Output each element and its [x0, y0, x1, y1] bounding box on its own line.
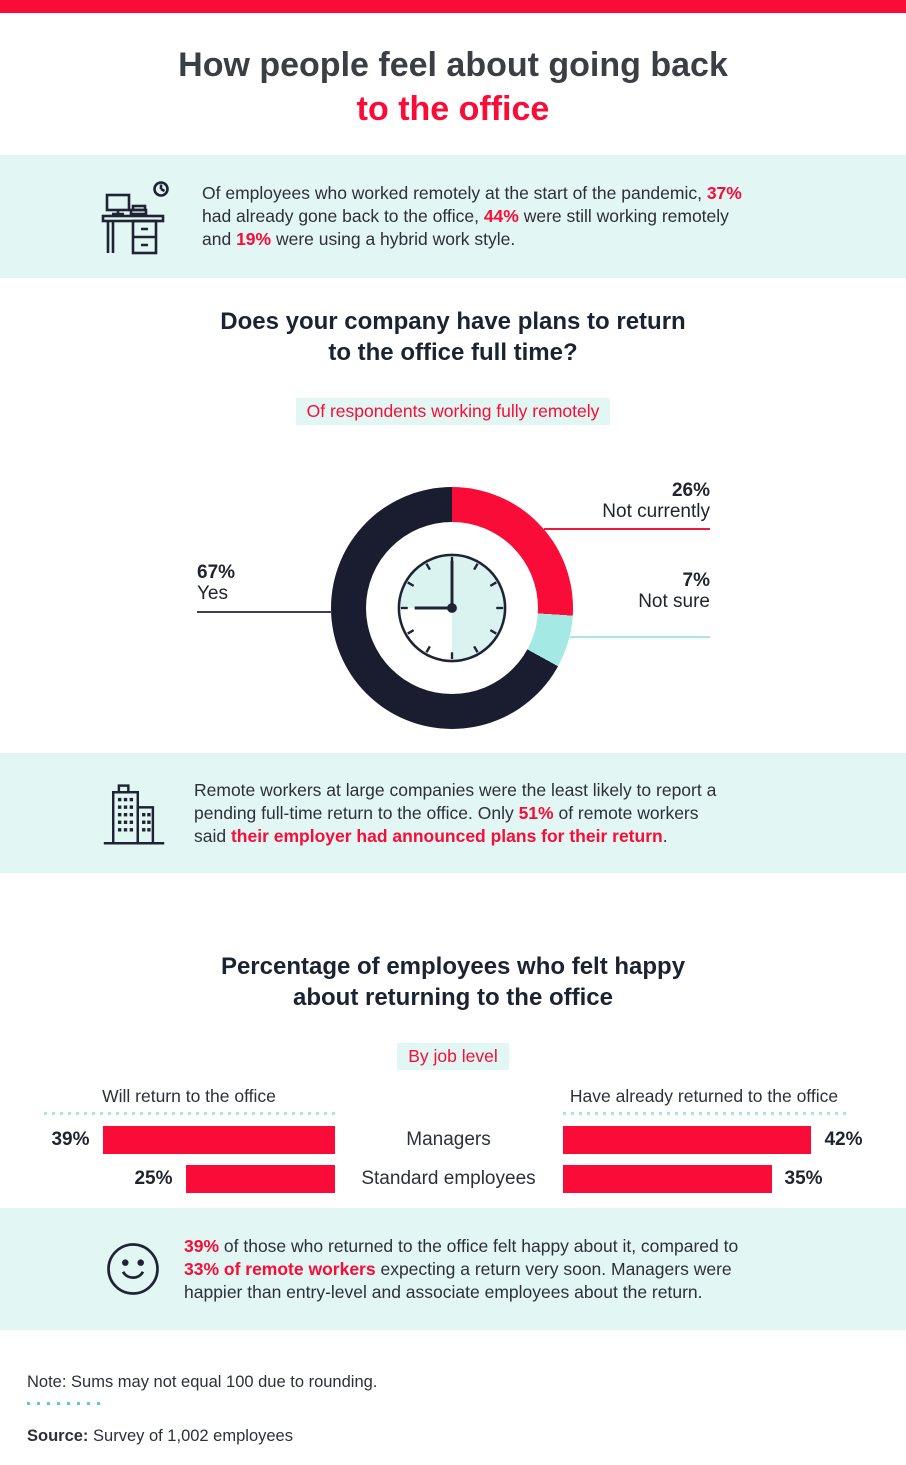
bar-standard-already-returned — [562, 1165, 772, 1193]
footer-dotted-divider — [27, 1402, 105, 1405]
header: How people feel about going back to the o… — [0, 13, 906, 155]
page-title: How people feel about going back to the o… — [0, 13, 906, 131]
donut-chart-section: 26% Not currently 7% Not sure 67% Yes — [0, 468, 906, 753]
footer-source-label: Source: — [27, 1427, 89, 1445]
donut-name-yes: Yes — [197, 583, 228, 604]
callout-happiness-text: 39% of those who returned to the office … — [184, 1235, 739, 1302]
donut-label-yes: 67% Yes — [197, 562, 235, 604]
bar-value-standard-will-return: 25% — [134, 1168, 173, 1189]
bar-managers-already-returned — [562, 1126, 812, 1154]
callout-pandemic-stats: Of employees who worked remotely at the … — [0, 155, 906, 278]
donut-hole — [366, 522, 538, 694]
bar-col-header-already-returned: Have already returned to the office — [562, 1086, 863, 1115]
building-icon — [100, 779, 168, 847]
donut-subtitle-chip: Of respondents working fully remotely — [295, 398, 611, 425]
bar-col-header-will-return: Will return to the office — [43, 1086, 335, 1115]
leader-line-not-currently — [544, 528, 710, 530]
dotted-divider-left — [43, 1112, 335, 1115]
bar-category-standard-employees: Standard employees — [361, 1168, 536, 1189]
bar-row-managers-right: 42% — [562, 1126, 863, 1154]
bar-category-managers: Managers — [406, 1129, 491, 1150]
footer-note: Note: Sums may not equal 100 due to roun… — [27, 1373, 378, 1391]
bar-row-managers-left: 39% — [44, 1126, 335, 1154]
bar-chart-section: Will return to the office Have already r… — [0, 1073, 906, 1208]
leader-line-yes — [197, 611, 332, 613]
donut-value-yes: 67% — [197, 562, 236, 583]
donut-section-heading: Does your company have plans to return to… — [0, 306, 906, 468]
donut-heading: Does your company have plans to return to… — [220, 308, 686, 366]
donut-name-not-sure: Not sure — [638, 591, 710, 612]
leader-line-not-sure — [570, 636, 710, 638]
bars-heading: Percentage of employees who felt happy ab… — [220, 953, 686, 1011]
donut-label-not-sure: 7% Not sure — [638, 570, 710, 612]
desk-clock-icon — [100, 179, 176, 255]
donut-value-not-sure: 7% — [682, 570, 710, 591]
donut-name-not-currently: Not currently — [602, 501, 710, 522]
bar-row-standard-left: 25% — [44, 1165, 335, 1193]
donut-chart — [331, 487, 573, 729]
dotted-divider-right — [562, 1112, 846, 1115]
bar-value-managers-already-returned: 42% — [824, 1129, 863, 1150]
bar-value-standard-already-returned: 35% — [784, 1168, 823, 1189]
bar-value-managers-will-return: 39% — [51, 1129, 90, 1150]
bars-section-heading: Percentage of employees who felt happy ab… — [0, 873, 906, 1073]
donut-label-not-currently: 26% Not currently — [602, 480, 710, 522]
bar-row-standard-right: 35% — [562, 1165, 863, 1193]
donut-value-not-currently: 26% — [671, 480, 710, 501]
bar-chart: Will return to the office Have already r… — [43, 1086, 863, 1193]
page-title-line2: to the office — [356, 90, 550, 128]
callout-pandemic-text: Of employees who worked remotely at the … — [202, 183, 742, 249]
bars-subtitle-chip: By job level — [397, 1043, 509, 1070]
footer-source-text: Survey of 1,002 employees — [88, 1427, 293, 1445]
callout-happiness: 39% of those who returned to the office … — [0, 1208, 906, 1330]
callout-large-companies-text: Remote workers at large companies were t… — [194, 779, 717, 846]
smiley-icon — [104, 1240, 162, 1298]
footer: Note: Sums may not equal 100 due to roun… — [0, 1330, 906, 1465]
bar-managers-will-return — [102, 1126, 335, 1154]
top-accent-bar — [0, 0, 906, 13]
bar-standard-will-return — [185, 1165, 335, 1193]
clock-icon — [397, 553, 507, 663]
callout-large-companies: Remote workers at large companies were t… — [0, 753, 906, 873]
page-title-line1: How people feel about going back — [178, 46, 728, 84]
